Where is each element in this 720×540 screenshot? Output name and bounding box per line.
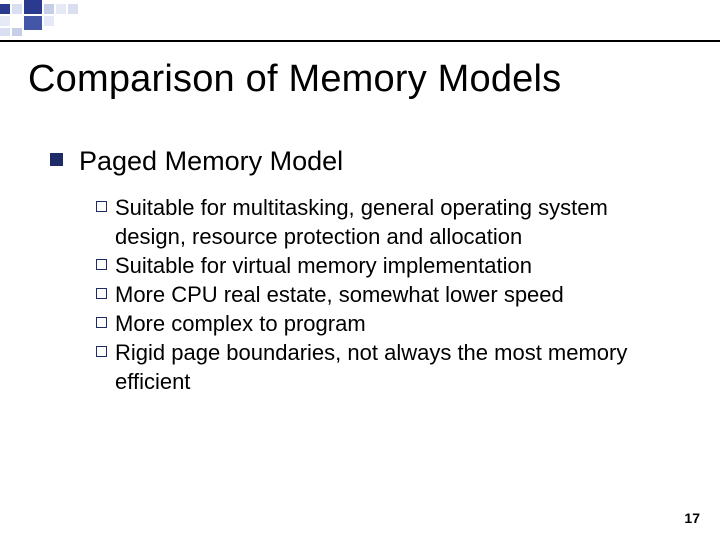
square-bullet-outline-icon xyxy=(96,201,107,212)
decor-cell xyxy=(44,4,54,14)
level2-item: Rigid page boundaries, not always the mo… xyxy=(96,338,670,396)
level2-text: Suitable for virtual memory implementati… xyxy=(115,251,670,280)
corner-decoration xyxy=(0,0,200,40)
square-bullet-outline-icon xyxy=(96,288,107,299)
level2-item: More complex to program xyxy=(96,309,670,338)
content-area: Paged Memory Model Suitable for multitas… xyxy=(50,145,670,396)
slide-title: Comparison of Memory Models xyxy=(28,58,561,101)
decor-cell xyxy=(24,16,42,30)
square-bullet-outline-icon xyxy=(96,259,107,270)
decor-cell xyxy=(12,28,22,36)
level2-text: More CPU real estate, somewhat lower spe… xyxy=(115,280,670,309)
decor-cell xyxy=(24,0,42,14)
level2-item: Suitable for virtual memory implementati… xyxy=(96,251,670,280)
decor-cell xyxy=(0,28,10,36)
horizontal-rule xyxy=(0,40,720,42)
decor-cell xyxy=(56,4,66,14)
level2-list: Suitable for multitasking, general opera… xyxy=(96,193,670,396)
square-bullet-outline-icon xyxy=(96,317,107,328)
decor-cell xyxy=(12,4,22,14)
level2-text: Rigid page boundaries, not always the mo… xyxy=(115,338,670,396)
page-number: 17 xyxy=(684,510,700,526)
square-bullet-outline-icon xyxy=(96,346,107,357)
decor-cell xyxy=(0,4,10,14)
level2-item: More CPU real estate, somewhat lower spe… xyxy=(96,280,670,309)
decor-cell xyxy=(44,16,54,26)
decor-cell xyxy=(68,4,78,14)
level1-item: Paged Memory Model xyxy=(50,145,670,179)
level2-item: Suitable for multitasking, general opera… xyxy=(96,193,670,251)
square-bullet-filled-icon xyxy=(50,153,63,166)
level2-text: Suitable for multitasking, general opera… xyxy=(115,193,670,251)
section-heading: Paged Memory Model xyxy=(79,145,343,179)
level2-text: More complex to program xyxy=(115,309,670,338)
decor-cell xyxy=(0,16,10,26)
